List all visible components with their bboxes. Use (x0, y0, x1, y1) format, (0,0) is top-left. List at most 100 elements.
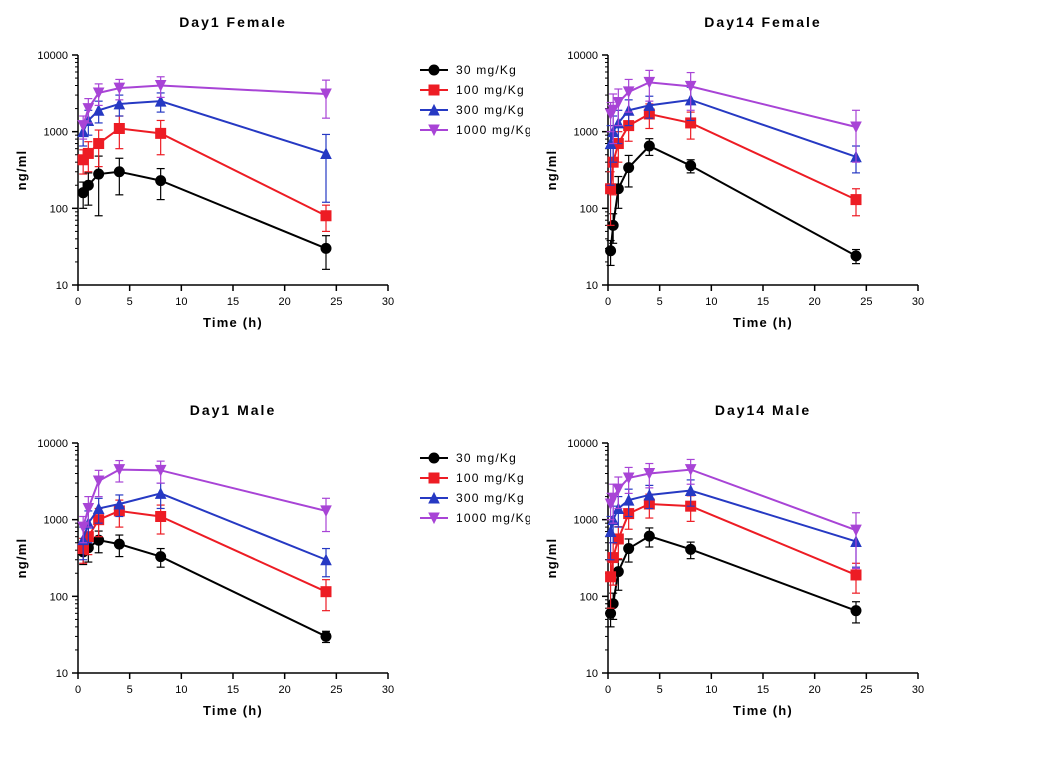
x-tick-label: 30 (382, 684, 394, 696)
y-tick-label: 10000 (567, 50, 598, 62)
series-marker (156, 128, 166, 138)
x-tick-label: 0 (605, 684, 611, 696)
series-marker (94, 169, 104, 179)
series-marker (851, 569, 861, 579)
x-tick-label: 0 (75, 684, 81, 696)
y-tick-label: 1000 (574, 127, 598, 139)
x-tick-label: 0 (605, 296, 611, 308)
panel-title: Day14 Female (704, 14, 821, 30)
series-marker (114, 539, 124, 549)
x-tick-label: 15 (227, 684, 239, 696)
x-tick-label: 5 (127, 296, 133, 308)
legend-label: 30 mg/Kg (456, 451, 517, 465)
y-tick-label: 10 (56, 668, 68, 680)
legend-label: 1000 mg/Kg (456, 511, 530, 525)
x-tick-label: 5 (657, 296, 663, 308)
series-marker (94, 475, 104, 485)
x-tick-label: 10 (705, 296, 717, 308)
y-tick-label: 10 (586, 668, 598, 680)
series-marker (686, 544, 696, 554)
panel-day1-male: Day1 Male051015202530Time (h)10100100010… (0, 388, 530, 775)
x-tick-label: 30 (912, 296, 924, 308)
panel-day1-female: Day1 Female051015202530Time (h)101001000… (0, 0, 530, 388)
series-marker (644, 141, 654, 151)
series-marker (94, 139, 104, 149)
x-tick-label: 15 (757, 296, 769, 308)
x-axis-label: Time (h) (203, 703, 263, 718)
y-axis-label: ng/ml (544, 150, 559, 191)
y-tick-label: 10000 (37, 50, 68, 62)
x-tick-label: 10 (175, 684, 187, 696)
x-tick-label: 0 (75, 296, 81, 308)
series-line (611, 114, 856, 200)
legend-label: 1000 mg/Kg (456, 123, 530, 137)
series-marker (83, 503, 93, 513)
x-axis-label: Time (h) (203, 315, 263, 330)
series-marker (156, 551, 166, 561)
series-marker (94, 105, 104, 115)
series-marker (606, 608, 616, 618)
panel-title: Day1 Female (179, 14, 287, 30)
series-line (611, 146, 856, 256)
y-tick-label: 100 (580, 591, 598, 603)
legend-label: 100 mg/Kg (456, 471, 525, 485)
x-tick-label: 20 (809, 296, 821, 308)
series-marker (321, 211, 331, 221)
series-marker (156, 176, 166, 186)
y-tick-label: 10 (56, 280, 68, 292)
x-tick-label: 15 (227, 296, 239, 308)
x-axis-label: Time (h) (733, 703, 793, 718)
series-marker (613, 484, 623, 494)
y-tick-label: 10000 (567, 438, 598, 450)
chart-grid: Day1 Female051015202530Time (h)101001000… (0, 0, 1060, 775)
series-marker (851, 525, 861, 535)
y-tick-label: 100 (50, 203, 68, 215)
legend-label: 100 mg/Kg (456, 83, 525, 97)
x-tick-label: 15 (757, 684, 769, 696)
y-tick-label: 10000 (37, 438, 68, 450)
series-marker (851, 195, 861, 205)
x-tick-label: 30 (912, 684, 924, 696)
series-marker (851, 605, 861, 615)
series-marker (686, 161, 696, 171)
y-tick-label: 1000 (574, 514, 598, 526)
panel-day14-male: Day14 Male051015202530Time (h)1010010001… (530, 388, 1060, 775)
x-tick-label: 10 (705, 684, 717, 696)
legend-label: 300 mg/Kg (456, 491, 525, 505)
series-marker (624, 543, 634, 553)
x-axis-label: Time (h) (733, 315, 793, 330)
series-marker (851, 251, 861, 261)
y-tick-label: 10 (586, 280, 598, 292)
y-axis-label: ng/ml (14, 537, 29, 578)
series-marker (156, 511, 166, 521)
x-tick-label: 20 (809, 684, 821, 696)
x-tick-label: 25 (860, 684, 872, 696)
series-marker (83, 104, 93, 114)
y-axis-label: ng/ml (14, 150, 29, 191)
y-tick-label: 100 (50, 591, 68, 603)
series-marker (608, 552, 618, 562)
x-tick-label: 5 (127, 684, 133, 696)
series-marker (321, 148, 331, 158)
series-marker (606, 571, 616, 581)
x-tick-label: 20 (279, 684, 291, 696)
panel-title: Day14 Male (715, 402, 811, 418)
y-axis-label: ng/ml (544, 537, 559, 578)
y-tick-label: 100 (580, 203, 598, 215)
series-marker (321, 586, 331, 596)
series-marker (606, 246, 616, 256)
series-marker (321, 243, 331, 253)
x-tick-label: 10 (175, 296, 187, 308)
legend-label: 300 mg/Kg (456, 103, 525, 117)
y-tick-label: 1000 (44, 127, 68, 139)
x-tick-label: 30 (382, 296, 394, 308)
series-marker (644, 531, 654, 541)
series-marker (83, 148, 93, 158)
y-tick-label: 1000 (44, 514, 68, 526)
series-marker (321, 554, 331, 564)
x-tick-label: 25 (860, 296, 872, 308)
series-marker (114, 123, 124, 133)
series-marker (321, 631, 331, 641)
panel-title: Day1 Male (190, 402, 276, 418)
x-tick-label: 20 (279, 296, 291, 308)
